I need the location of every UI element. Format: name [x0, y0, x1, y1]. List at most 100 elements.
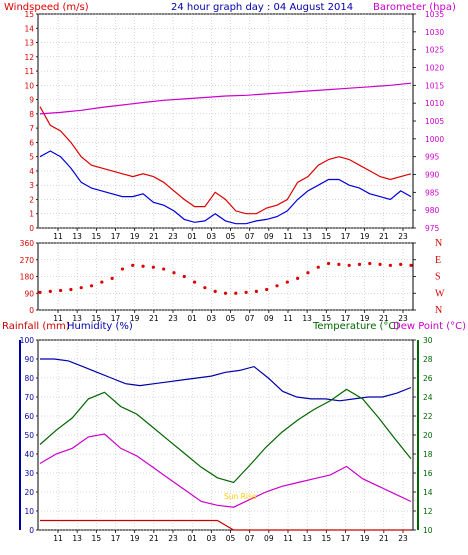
x-tick-label: 23	[398, 314, 408, 323]
x-tick-label: 11	[283, 232, 293, 241]
x-tick-label: 17	[341, 314, 351, 323]
left-tick-label: 50	[24, 431, 34, 440]
humidity-label: Humidity (%)	[67, 321, 133, 332]
right-tick-label: 995	[425, 153, 440, 162]
left-tick-label: 0	[29, 526, 34, 535]
dewpoint-label: Dew Point (°C)	[393, 321, 466, 332]
left-tick-label: 100	[20, 336, 35, 345]
right-tick-label: 1005	[425, 117, 444, 126]
direction-point	[399, 262, 403, 267]
x-tick-label: 21	[379, 314, 389, 323]
left-tick-label: 7	[29, 124, 34, 133]
x-tick-label: 15	[322, 232, 332, 241]
left-tick-label: 15	[24, 10, 34, 19]
x-tick-label: 13	[302, 232, 312, 241]
right-tick-label: 24	[423, 393, 433, 402]
x-tick-label: 01	[187, 232, 197, 241]
left-tick-label: 2	[29, 195, 34, 204]
direction-axis: 0 90 180 270 360	[20, 239, 38, 315]
x-tick-label: 23	[168, 314, 178, 323]
x-tick-label: 19	[360, 314, 370, 323]
x-tick-label: 19	[130, 232, 140, 241]
x-tick-label: 01	[187, 314, 197, 323]
x-tick-label: 15	[322, 314, 332, 323]
series-line-red	[40, 519, 411, 531]
right-tick-label: 1015	[425, 81, 444, 90]
series-line-green	[39, 388, 412, 484]
direction-point	[388, 263, 392, 267]
right-tick-label: 1030	[425, 28, 444, 37]
direction-point	[347, 263, 351, 267]
x-tick-label: 17	[341, 232, 351, 241]
wind-chart-grid	[38, 13, 413, 229]
left-tick-label: 180	[20, 273, 35, 282]
right-tick-label: 1020	[425, 64, 444, 73]
direction-point	[409, 263, 413, 267]
direction-point	[296, 276, 300, 280]
direction-point	[326, 261, 331, 266]
right-tick-label: 28	[423, 355, 433, 364]
x-tick-label: 07	[245, 232, 255, 241]
right-tick-label: 22	[423, 412, 433, 421]
left-tick-label: 70	[24, 393, 34, 402]
right-tick-label: 1000	[425, 135, 444, 144]
left-tick-label: 12	[24, 53, 34, 62]
left-tick-label: 60	[24, 412, 34, 421]
left-tick-label: 40	[24, 450, 34, 459]
direction-point	[203, 286, 207, 290]
wind-x-axis: 11 13 15 17 19 21 23 01 03 05 07 09 11 13 15 17 19 21 23	[53, 228, 408, 241]
x-tick-label: 07	[245, 534, 255, 543]
x-tick-label: 13	[72, 232, 82, 241]
left-tick-label: 8	[29, 110, 34, 119]
wind-chart-frame	[37, 13, 414, 229]
x-tick-label: 15	[322, 534, 332, 543]
humidity-lines	[39, 358, 412, 531]
left-tick-label: 90	[24, 289, 34, 298]
direction-point	[172, 271, 176, 275]
direction-point	[306, 271, 310, 275]
right-tick-label: N	[435, 238, 442, 249]
x-tick-label: 11	[53, 314, 63, 323]
left-tick-label: 11	[24, 67, 34, 76]
x-tick-label: 03	[207, 232, 217, 241]
right-tick-label: 1035	[425, 10, 444, 19]
direction-point	[162, 267, 166, 271]
right-tick-label: 12	[423, 507, 433, 516]
x-tick-label: 15	[92, 314, 102, 323]
left-tick-label: 90	[24, 355, 34, 364]
barometer-label: Barometer (hpa)	[373, 2, 456, 13]
right-tick-label: 16	[423, 469, 433, 478]
x-tick-label: 13	[72, 534, 82, 543]
left-tick-label: 4	[29, 167, 34, 176]
direction-point	[275, 284, 279, 288]
x-tick-label: 11	[53, 534, 63, 543]
direction-point	[213, 289, 217, 293]
direction-x-axis: 11 13 15 17 19 21 23 01 03 05 07 09 11 13 15 17 19 21 23	[53, 310, 408, 323]
left-tick-label: 80	[24, 374, 34, 383]
x-tick-label: 21	[149, 232, 159, 241]
left-tick-label: 5	[29, 153, 34, 162]
chart-title: 24 hour graph day : 04 August 2014	[171, 2, 353, 13]
direction-point	[79, 286, 83, 290]
right-tick-label: 14	[423, 488, 433, 497]
x-tick-label: 19	[360, 232, 370, 241]
right-tick-label: 980	[425, 206, 440, 215]
left-tick-label: 10	[24, 81, 34, 90]
right-tick-label: 990	[425, 171, 440, 180]
direction-point	[151, 265, 155, 269]
left-tick-label: 3	[29, 181, 34, 190]
x-tick-label: 17	[341, 534, 351, 543]
series-line-magenta	[39, 82, 412, 115]
x-tick-label: 21	[149, 534, 159, 543]
direction-point	[48, 289, 52, 293]
direction-point	[120, 267, 125, 271]
x-tick-label: 07	[245, 314, 255, 323]
x-tick-label: 13	[72, 314, 82, 323]
right-tick-label: S	[435, 272, 441, 283]
direction-point	[316, 265, 320, 269]
sunrise-annotation: Sun Rise	[224, 492, 257, 501]
left-tick-label: 1	[29, 210, 34, 219]
x-tick-label: 13	[302, 534, 312, 543]
x-tick-label: 17	[111, 314, 121, 323]
